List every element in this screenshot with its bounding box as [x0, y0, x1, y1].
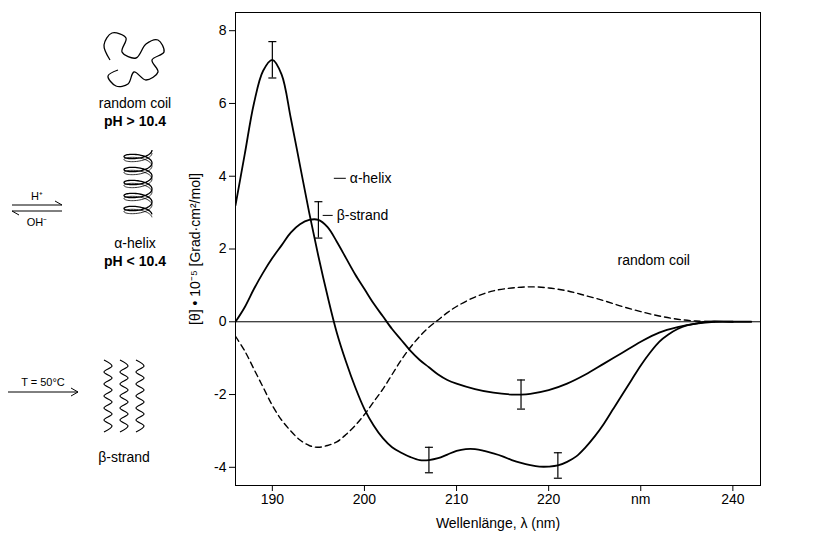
svg-text:pH < 10.4: pH < 10.4 — [104, 253, 166, 269]
svg-text:8: 8 — [219, 22, 227, 38]
svg-text:α-helix: α-helix — [350, 170, 392, 186]
svg-text:190: 190 — [261, 491, 285, 507]
svg-text:240: 240 — [721, 491, 745, 507]
svg-text:Wellenlänge, λ (nm): Wellenlänge, λ (nm) — [436, 515, 560, 531]
svg-text:α-helix: α-helix — [114, 235, 156, 251]
svg-text:210: 210 — [445, 491, 469, 507]
svg-text:4: 4 — [219, 168, 227, 184]
svg-text:6: 6 — [219, 95, 227, 111]
svg-text:[θ] • 10⁻⁵ [Grad·cm²/mol]: [θ] • 10⁻⁵ [Grad·cm²/mol] — [187, 173, 203, 325]
svg-text:β-strand: β-strand — [98, 449, 150, 465]
svg-text:2: 2 — [219, 240, 227, 256]
svg-text:-2: -2 — [214, 386, 227, 402]
svg-text:nm: nm — [631, 491, 650, 507]
svg-text:T = 50°C: T = 50°C — [21, 376, 65, 388]
svg-text:220: 220 — [537, 491, 561, 507]
svg-text:random coil: random coil — [99, 95, 171, 111]
svg-text:β-strand: β-strand — [337, 207, 389, 223]
svg-text:0: 0 — [219, 313, 227, 329]
svg-text:random coil: random coil — [618, 252, 690, 268]
svg-text:H⁺: H⁺ — [31, 190, 43, 202]
svg-text:200: 200 — [353, 491, 377, 507]
svg-text:-4: -4 — [214, 459, 227, 475]
svg-text:pH > 10.4: pH > 10.4 — [104, 113, 166, 129]
svg-text:OH⁻: OH⁻ — [27, 216, 48, 228]
